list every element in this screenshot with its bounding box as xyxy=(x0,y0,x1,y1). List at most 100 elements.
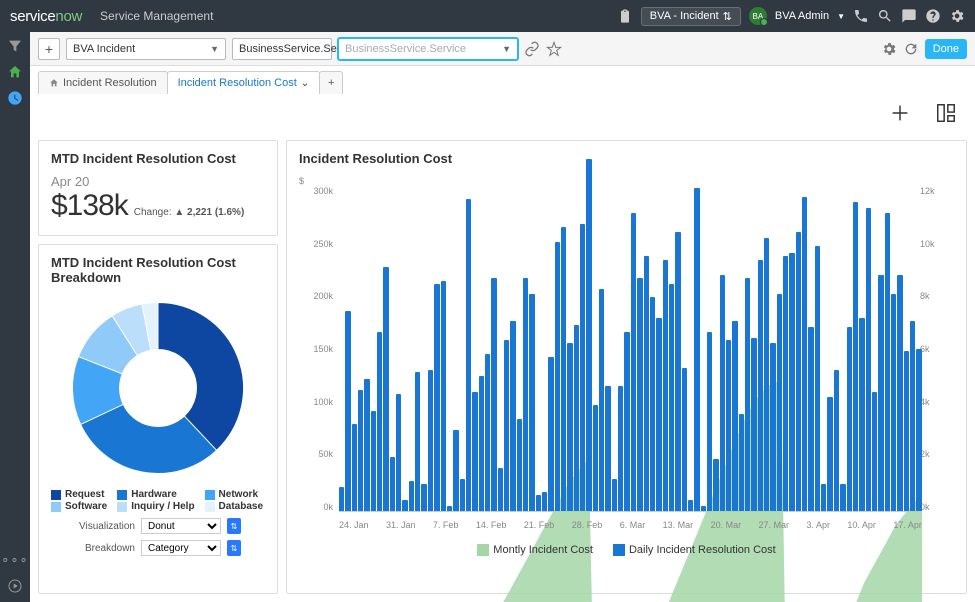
link-icon[interactable] xyxy=(524,41,540,57)
bar[interactable] xyxy=(561,227,566,511)
bar[interactable] xyxy=(720,275,725,511)
filter-icon[interactable] xyxy=(7,38,23,54)
bar[interactable] xyxy=(777,294,782,511)
bar[interactable] xyxy=(441,281,446,511)
bar[interactable] xyxy=(859,318,864,511)
bar[interactable] xyxy=(510,321,515,511)
tab-add[interactable]: + xyxy=(319,71,343,94)
bar[interactable] xyxy=(821,484,826,511)
home-icon[interactable] xyxy=(7,64,23,80)
legend-item[interactable]: Hardware xyxy=(117,489,196,500)
bar[interactable] xyxy=(415,372,420,511)
dd-indicator[interactable]: BVA Incident▼ xyxy=(66,38,226,60)
bar[interactable] xyxy=(567,343,572,511)
play-icon[interactable] xyxy=(7,578,23,594)
bar[interactable] xyxy=(669,284,674,512)
bar[interactable] xyxy=(910,321,915,511)
avatar[interactable]: BA xyxy=(749,7,767,25)
bar[interactable] xyxy=(878,275,883,511)
clock-icon[interactable] xyxy=(7,90,23,106)
bar[interactable] xyxy=(897,275,902,511)
bar[interactable] xyxy=(377,332,382,511)
bar[interactable] xyxy=(675,232,680,512)
bar[interactable] xyxy=(758,260,763,511)
bar[interactable] xyxy=(612,479,617,512)
add-button[interactable]: + xyxy=(38,38,60,60)
bar[interactable] xyxy=(593,405,598,511)
bar[interactable] xyxy=(707,332,712,511)
bar[interactable] xyxy=(815,246,820,511)
bar[interactable] xyxy=(827,397,832,511)
legend-item[interactable]: Request xyxy=(51,489,109,500)
bar[interactable] xyxy=(555,242,560,511)
bar[interactable] xyxy=(453,430,458,511)
bar[interactable] xyxy=(580,224,585,511)
bar[interactable] xyxy=(574,325,579,511)
bar[interactable] xyxy=(872,392,877,511)
user-name[interactable]: BVA Admin xyxy=(775,10,829,22)
bar[interactable] xyxy=(390,457,395,511)
settings-icon[interactable] xyxy=(949,8,965,24)
bar[interactable] xyxy=(644,256,649,511)
stepper-icon[interactable]: ⇅ xyxy=(227,540,241,556)
viz-select[interactable]: Donut xyxy=(141,518,221,534)
bar[interactable] xyxy=(834,370,839,511)
bar[interactable] xyxy=(732,321,737,511)
done-button[interactable]: Done xyxy=(925,39,967,59)
bar[interactable] xyxy=(631,213,636,511)
bar[interactable] xyxy=(866,208,871,511)
bar[interactable] xyxy=(796,232,801,512)
legend-item[interactable]: Inquiry / Help xyxy=(117,501,196,512)
bar[interactable] xyxy=(885,213,890,511)
bar[interactable] xyxy=(891,294,896,511)
bar[interactable] xyxy=(409,481,414,511)
bar[interactable] xyxy=(434,284,439,512)
bar[interactable] xyxy=(485,354,490,511)
bar[interactable] xyxy=(447,506,452,511)
bar[interactable] xyxy=(352,424,357,511)
legend-item[interactable]: Software xyxy=(51,501,109,512)
bar[interactable] xyxy=(548,357,553,511)
bar[interactable] xyxy=(694,188,699,511)
bar[interactable] xyxy=(498,468,503,511)
bar[interactable] xyxy=(536,495,541,511)
bar[interactable] xyxy=(466,199,471,511)
bar[interactable] xyxy=(789,253,794,511)
bar[interactable] xyxy=(637,278,642,511)
search-icon[interactable] xyxy=(877,8,893,24)
gear-icon[interactable] xyxy=(881,41,897,57)
dd-breakdown1[interactable]: BusinessService.Se...▼ xyxy=(232,38,332,60)
chat-icon[interactable] xyxy=(901,8,917,24)
bar[interactable] xyxy=(682,368,687,511)
bar[interactable] xyxy=(364,379,369,511)
bar[interactable] xyxy=(479,376,484,511)
tab-incident-resolution-cost[interactable]: Incident Resolution Cost ⌄ xyxy=(167,71,321,94)
bar[interactable] xyxy=(472,392,477,511)
bar[interactable] xyxy=(358,390,363,511)
bar[interactable] xyxy=(904,351,909,511)
bar[interactable] xyxy=(428,370,433,511)
bar[interactable] xyxy=(745,278,750,511)
refresh-icon[interactable] xyxy=(903,41,919,57)
bar[interactable] xyxy=(701,506,706,511)
caret-down-icon[interactable]: ▼ xyxy=(837,12,845,21)
bar[interactable] xyxy=(764,238,769,511)
workspace-switcher[interactable]: BVA - Incident ⇅ xyxy=(641,7,741,26)
star-icon[interactable] xyxy=(546,41,562,57)
bar[interactable] xyxy=(529,294,534,511)
bar[interactable] xyxy=(586,159,591,511)
bar[interactable] xyxy=(853,202,858,511)
bar[interactable] xyxy=(396,394,401,511)
bar[interactable] xyxy=(618,386,623,511)
bar[interactable] xyxy=(421,484,426,511)
phone-icon[interactable] xyxy=(853,8,869,24)
bar[interactable] xyxy=(345,311,350,511)
legend-item[interactable]: Database xyxy=(205,501,265,512)
bar[interactable] xyxy=(802,197,807,511)
bar[interactable] xyxy=(808,327,813,511)
bar[interactable] xyxy=(402,500,407,511)
bar[interactable] xyxy=(371,411,376,511)
bar[interactable] xyxy=(916,349,921,512)
bar[interactable] xyxy=(840,484,845,511)
bar[interactable] xyxy=(770,343,775,511)
